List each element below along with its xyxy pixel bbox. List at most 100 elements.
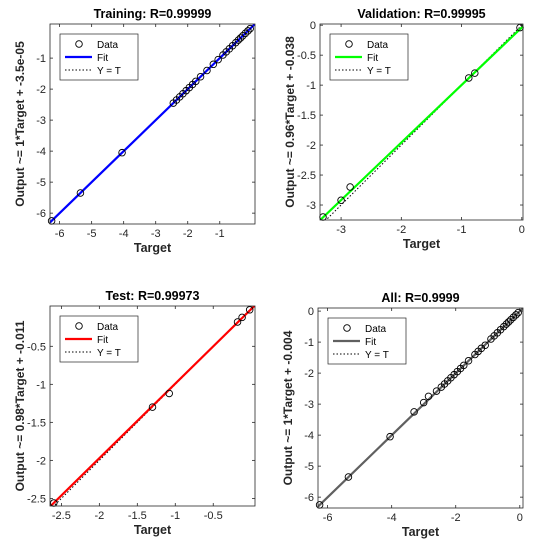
x-tick-label: -0.5: [204, 510, 223, 522]
y-tick-label: -5: [304, 461, 314, 473]
legend-fit-label: Fit: [97, 53, 108, 64]
x-tick-label: -2: [94, 510, 104, 522]
legend-data-marker: [75, 40, 83, 48]
chart-title: All: R=0.9999: [381, 291, 459, 305]
y-tick-label: -1.5: [297, 110, 316, 122]
x-tick-label: -2: [183, 228, 193, 240]
data-point: [148, 403, 157, 411]
data-point: [209, 60, 218, 69]
data-point: [203, 66, 211, 75]
x-tick-label: -1: [215, 228, 225, 240]
x-tick-label: -6: [323, 512, 333, 524]
x-tick-label: -4: [387, 512, 397, 524]
data-point: [245, 306, 254, 314]
data-point: [214, 55, 222, 64]
y-tick-label: -3: [304, 399, 314, 411]
y-tick-label: -2: [306, 140, 316, 152]
data-point: [234, 36, 243, 44]
x-tick-label: -3: [336, 224, 346, 236]
legend-data-marker: [75, 322, 83, 330]
y-tick-label: -1: [36, 379, 46, 391]
y-tick-label: -2.5: [27, 493, 46, 505]
data-points: [315, 308, 522, 509]
data-point: [233, 318, 242, 326]
chart-title: Training: R=0.99999: [94, 7, 212, 21]
data-point: [432, 387, 441, 395]
x-axis-label: Target: [134, 523, 172, 537]
legend-data-label: Data: [97, 322, 119, 333]
y-tick-label: 0: [308, 306, 314, 318]
y-tick-label: -5: [36, 177, 46, 189]
data-point: [512, 311, 520, 319]
data-point: [191, 77, 200, 86]
data-point: [196, 72, 205, 81]
x-tick-label: -3: [151, 228, 161, 240]
data-point: [410, 408, 418, 416]
x-axis-label: Target: [402, 525, 440, 539]
data-point: [76, 189, 85, 197]
data-point: [481, 341, 489, 349]
x-axis-label: Target: [134, 241, 172, 255]
y-tick-label: -0.5: [27, 341, 46, 353]
y-tick-label: 0: [310, 20, 316, 32]
data-point: [241, 29, 250, 38]
y-tick-label: -3: [306, 200, 316, 212]
legend-fit-label: Fit: [367, 53, 378, 64]
y-tick-label: -1: [306, 80, 316, 92]
fit-line: [320, 25, 523, 220]
data-point: [514, 308, 522, 317]
x-tick-label: -1.5: [128, 510, 147, 522]
legend-data-marker: [343, 324, 351, 332]
data-point: [236, 34, 245, 42]
axes-frame: [49, 305, 256, 507]
data-point: [346, 183, 354, 191]
x-tick-label: -2.5: [52, 510, 71, 522]
y-tick-label: -2.5: [297, 170, 316, 182]
legend-fit-label: Fit: [97, 335, 108, 346]
y-tick-label: -2: [36, 84, 46, 96]
legend: Data Fit Y = T: [59, 315, 139, 363]
y-axis-label: Output ~= 1*Target + -0.004: [281, 330, 295, 485]
data-point: [165, 389, 173, 398]
legend: Data Fit Y = T: [329, 33, 409, 81]
legend-data-label: Data: [365, 324, 387, 335]
x-tick-label: -5: [87, 228, 97, 240]
data-point: [504, 318, 513, 326]
data-point: [238, 313, 246, 322]
data-point: [459, 361, 468, 370]
legend-data-label: Data: [367, 40, 389, 51]
data-point: [232, 38, 240, 47]
x-axis-label: Target: [403, 237, 441, 251]
y-tick-label: -6: [36, 208, 46, 220]
y-tick-label: -4: [304, 430, 314, 442]
axes-frame: [319, 23, 524, 221]
y-tick-label: -6: [304, 492, 314, 504]
data-point: [244, 27, 252, 35]
y-tick-label: -2: [304, 368, 314, 380]
y-tick-label: -0.5: [297, 50, 316, 62]
data-point: [509, 313, 518, 322]
y-axis-label: Output ~= 1*Target + -3.5e-05: [13, 41, 27, 207]
y-tick-label: -4: [36, 146, 46, 158]
data-point: [500, 322, 508, 331]
x-tick-label: -2: [451, 512, 461, 524]
y-tick-label: -1: [36, 53, 46, 65]
legend-identity-label: Y = T: [365, 350, 389, 361]
fit-line: [50, 306, 255, 506]
x-tick-label: -6: [55, 228, 65, 240]
y-tick-label: -3: [36, 115, 46, 127]
legend-fit-label: Fit: [365, 337, 376, 348]
data-point: [471, 69, 479, 77]
chart-title: Validation: R=0.99995: [357, 7, 485, 21]
legend-identity-label: Y = T: [97, 348, 121, 359]
plot-panel-4: -6 -4 -2 0 -6 -5 -4 -3 -2 -1 0 All: R=0.9999 Target O…: [281, 291, 524, 539]
legend-identity-label: Y = T: [97, 66, 121, 77]
data-point: [502, 320, 511, 328]
axes-frame: [317, 307, 524, 509]
y-tick-label: -2: [36, 455, 46, 467]
y-axis-label: Output ~= 0.98*Target + -0.011: [13, 320, 27, 491]
y-tick-label: -1: [304, 337, 314, 349]
x-tick-label: -4: [119, 228, 129, 240]
x-tick-label: 0: [517, 512, 523, 524]
